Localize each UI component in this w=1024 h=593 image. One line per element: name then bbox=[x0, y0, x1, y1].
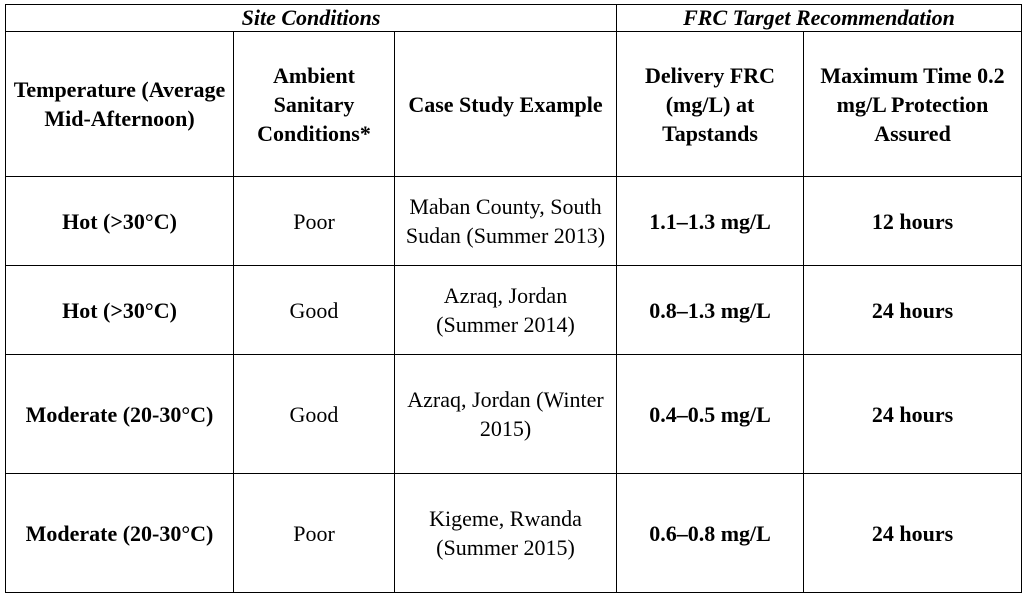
sanitary-cell: Good bbox=[233, 265, 395, 355]
case-study-column-header: Case Study Example bbox=[394, 31, 617, 177]
frc-recommendation-table: Site Conditions FRC Target Recommendatio… bbox=[5, 4, 1022, 593]
sanitary-column-header: Ambient Sanitary Conditions* bbox=[233, 31, 395, 177]
table-row: Moderate (20-30°C) Poor Kigeme, Rwanda (… bbox=[5, 473, 1022, 593]
case-study-cell: Azraq, Jordan (Summer 2014) bbox=[394, 265, 617, 355]
delivery-frc-cell: 0.8–1.3 mg/L bbox=[616, 265, 804, 355]
delivery-frc-cell: 0.4–0.5 mg/L bbox=[616, 354, 804, 474]
table-row: Moderate (20-30°C) Good Azraq, Jordan (W… bbox=[5, 354, 1022, 474]
table-row: Hot (>30°C) Good Azraq, Jordan (Summer 2… bbox=[5, 265, 1022, 355]
sanitary-cell: Good bbox=[233, 354, 395, 474]
sanitary-cell: Poor bbox=[233, 176, 395, 266]
table-row: Hot (>30°C) Poor Maban County, South Sud… bbox=[5, 176, 1022, 266]
temperature-column-header: Temperature (Average Mid-Afternoon) bbox=[5, 31, 234, 177]
case-study-cell: Maban County, South Sudan (Summer 2013) bbox=[394, 176, 617, 266]
sanitary-cell: Poor bbox=[233, 473, 395, 593]
case-study-cell: Kigeme, Rwanda (Summer 2015) bbox=[394, 473, 617, 593]
temperature-cell: Hot (>30°C) bbox=[5, 265, 234, 355]
delivery-frc-cell: 0.6–0.8 mg/L bbox=[616, 473, 804, 593]
temperature-cell: Moderate (20-30°C) bbox=[5, 354, 234, 474]
max-time-column-header: Maximum Time 0.2 mg/L Protection Assured bbox=[803, 31, 1022, 177]
max-time-cell: 24 hours bbox=[803, 354, 1022, 474]
max-time-cell: 12 hours bbox=[803, 176, 1022, 266]
group-header-row: Site Conditions FRC Target Recommendatio… bbox=[5, 4, 1022, 32]
frc-target-header: FRC Target Recommendation bbox=[616, 4, 1022, 32]
case-study-cell: Azraq, Jordan (Winter 2015) bbox=[394, 354, 617, 474]
temperature-cell: Hot (>30°C) bbox=[5, 176, 234, 266]
delivery-frc-cell: 1.1–1.3 mg/L bbox=[616, 176, 804, 266]
delivery-frc-column-header: Delivery FRC (mg/L) at Tapstands bbox=[616, 31, 804, 177]
temperature-cell: Moderate (20-30°C) bbox=[5, 473, 234, 593]
column-header-row: Temperature (Average Mid-Afternoon) Ambi… bbox=[5, 31, 1022, 177]
site-conditions-header: Site Conditions bbox=[5, 4, 617, 32]
max-time-cell: 24 hours bbox=[803, 473, 1022, 593]
max-time-cell: 24 hours bbox=[803, 265, 1022, 355]
